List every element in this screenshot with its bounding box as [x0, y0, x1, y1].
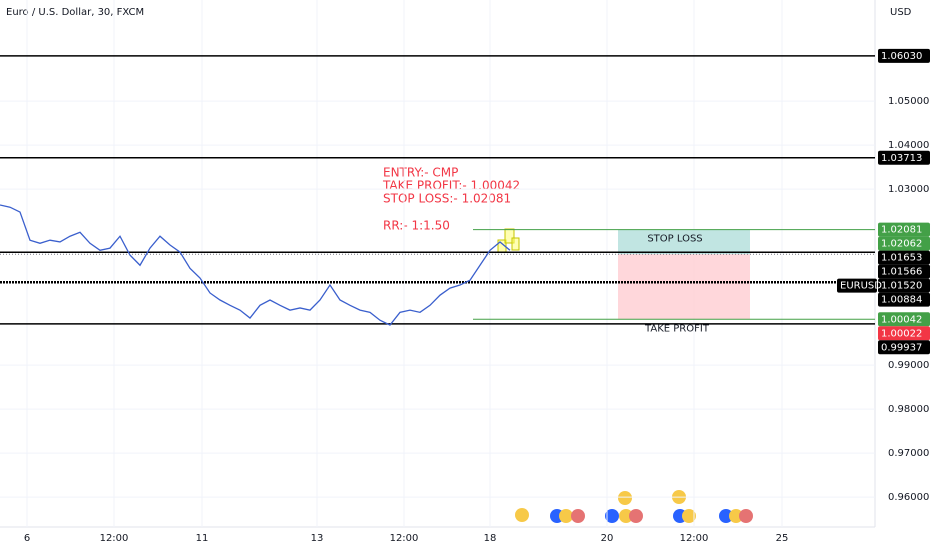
- price-label-box: [878, 236, 930, 251]
- x-tick-label: 12:00: [100, 533, 129, 544]
- annotation: RR:- 1:1.50: [383, 219, 450, 233]
- target-label: TAKE PROFIT: [644, 323, 710, 334]
- price-label: 1.03713: [881, 153, 922, 164]
- price-label: 1.00884: [881, 295, 922, 306]
- annotation: STOP LOSS:- 1.02081: [383, 192, 511, 206]
- price-label: 1.01653: [881, 253, 922, 264]
- stop-label: STOP LOSS: [647, 234, 702, 245]
- x-tick-label: 20: [601, 533, 614, 544]
- price-label-box: [878, 264, 930, 279]
- price-label-box: [878, 278, 930, 293]
- price-label-box: [878, 48, 930, 63]
- y-tick-label: 0.99000: [888, 360, 929, 371]
- price-label-box: [878, 326, 930, 341]
- annotation: TAKE PROFIT:- 1.00042: [382, 179, 520, 193]
- price-label-box: [878, 150, 930, 165]
- event-icons: [515, 490, 753, 523]
- price-series: [0, 204, 511, 326]
- target-zone: [618, 254, 750, 320]
- price-label: 1.02062: [881, 239, 922, 250]
- x-tick-label: 13: [311, 533, 324, 544]
- y-tick-label: 1.03000: [888, 184, 929, 195]
- price-label: 1.06030: [881, 51, 922, 62]
- y-tick-label: 1.04000: [888, 140, 929, 151]
- price-label-box: [878, 312, 930, 327]
- price-label: 1.00022: [881, 328, 922, 339]
- y-tick-label: 0.96000: [888, 492, 929, 503]
- x-tick-label: 12:00: [680, 533, 709, 544]
- chart-title: Euro / U.S. Dollar, 30, FXCM: [6, 7, 144, 18]
- symbol-tag: EURUSD: [840, 281, 882, 292]
- x-tick-label: 11: [196, 533, 209, 544]
- price-label-box: [878, 222, 930, 237]
- symbol-tag-box: [837, 278, 877, 293]
- y-tick-label: 0.97000: [888, 448, 929, 459]
- y-tick-label: 0.98000: [888, 404, 929, 415]
- x-tick-label: 12:00: [390, 533, 419, 544]
- x-tick-label: 6: [24, 533, 30, 544]
- highlight-boxes: [497, 228, 520, 253]
- x-tick-label: 25: [776, 533, 789, 544]
- x-tick-label: 18: [484, 533, 497, 544]
- y-tick-label: 1.05000: [888, 96, 929, 107]
- currency: USD: [890, 7, 912, 18]
- stop-zone: [618, 229, 750, 255]
- price-label-box: [878, 340, 930, 355]
- price-label: 1.00042: [881, 314, 922, 325]
- price-label: 1.01566: [881, 267, 922, 278]
- annotation: ENTRY:- CMP: [383, 166, 458, 180]
- price-label: 1.02081: [881, 225, 922, 236]
- price-label-box: [878, 250, 930, 265]
- price-label: 1.01520: [881, 281, 922, 292]
- price-label: 0.99937: [881, 342, 922, 353]
- price-label-box: [878, 292, 930, 307]
